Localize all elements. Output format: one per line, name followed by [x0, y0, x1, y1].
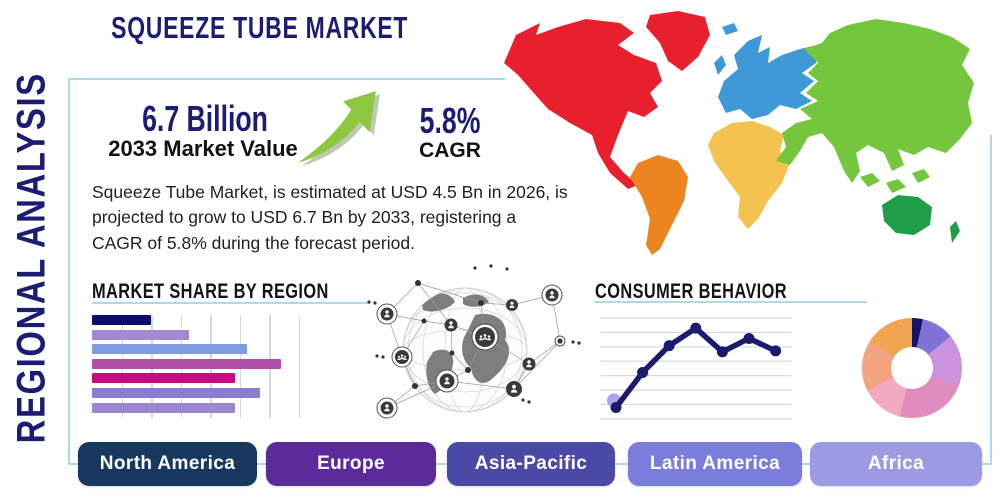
data-point-5: [716, 346, 728, 358]
line-chart-consumer-behavior: [600, 317, 792, 420]
region-button-europe[interactable]: Europe: [266, 442, 436, 486]
stat-cagr: 5.8%: [419, 100, 481, 141]
bar-region-7: [92, 402, 235, 413]
bar-gridline: [298, 315, 300, 418]
map-africa: [708, 121, 790, 229]
data-point-2: [637, 366, 649, 378]
panel-border-left: [68, 78, 70, 465]
donut-hole: [891, 347, 933, 389]
network-nodes: [376, 280, 566, 419]
side-label: REGIONAL ANALYSIS: [9, 72, 54, 444]
stat-market-value: 6.7 Billion: [142, 98, 268, 139]
panel-border-right: [990, 135, 992, 465]
map-iceland: [722, 23, 738, 35]
world-map: [504, 11, 974, 255]
data-point-4: [690, 322, 702, 334]
bar-region-6: [92, 388, 260, 398]
globe-network-illustration: [367, 264, 581, 419]
bar-region-1: [92, 315, 151, 325]
arrow-body: [298, 91, 376, 163]
section-title-consumer-behavior: CONSUMER BEHAVIOR: [595, 280, 787, 303]
region-button-africa[interactable]: Africa: [810, 442, 982, 486]
donut-chart: [862, 318, 962, 418]
bar-region-5: [92, 373, 235, 384]
market-description: Squeeze Tube Market, is estimated at USD…: [92, 182, 568, 253]
map-united-kingdom: [714, 55, 726, 75]
map-south-america: [630, 155, 688, 255]
data-point-6: [743, 332, 755, 344]
stat-market-value-caption: 2033 Market Value: [108, 136, 298, 161]
bar-region-4: [92, 358, 281, 369]
scatter-dots: [367, 264, 581, 404]
region-button-latin-america[interactable]: Latin America: [628, 442, 802, 486]
map-australia: [882, 195, 932, 235]
data-point-7: [770, 345, 782, 357]
region-button-asia-pacific[interactable]: Asia-Pacific: [447, 442, 615, 486]
data-point-3: [663, 340, 675, 352]
section-title-market-share: MARKET SHARE BY REGION: [92, 280, 329, 303]
panel-border-top: [68, 78, 505, 80]
map-north-america: [504, 19, 662, 189]
section-underline-market-share: [92, 302, 370, 304]
map-greenland: [646, 11, 710, 71]
map-southeast-asia: [860, 169, 930, 193]
map-asia: [776, 19, 974, 183]
region-button-north-america[interactable]: North America: [78, 442, 257, 486]
stat-cagr-caption: CAGR: [419, 139, 481, 162]
data-point-1: [610, 401, 622, 413]
growth-arrow-icon: [298, 91, 380, 166]
bar-region-2: [92, 329, 189, 340]
page-title: SQUEEZE TUBE MARKET: [111, 10, 409, 45]
section-underline-consumer-behavior: [595, 301, 867, 303]
bar-region-3: [92, 344, 248, 355]
map-europe: [718, 35, 818, 119]
bar-chart-market-share: [92, 314, 302, 418]
map-new-zealand: [950, 221, 960, 243]
